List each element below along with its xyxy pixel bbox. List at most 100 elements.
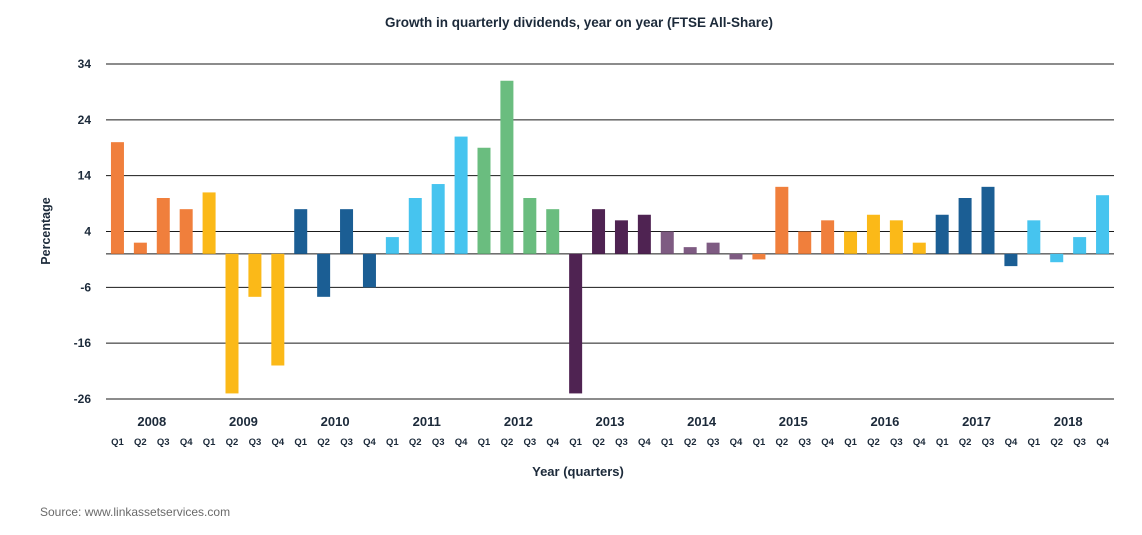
bar: [729, 253, 743, 260]
quarter-tick-label: Q2: [867, 437, 880, 448]
bar: [821, 220, 835, 254]
quarter-tick-label: Q4: [180, 437, 193, 448]
bar: [225, 253, 239, 394]
year-tick-label: 2012: [504, 414, 533, 429]
year-tick-label: 2009: [229, 414, 258, 429]
bar: [798, 231, 812, 254]
quarter-tick-label: Q1: [478, 437, 491, 448]
bar: [110, 142, 124, 254]
quarter-tick-label: Q1: [294, 437, 307, 448]
quarter-tick-label: Q1: [753, 437, 766, 448]
year-tick-label: 2013: [596, 414, 625, 429]
quarter-tick-label: Q2: [317, 437, 330, 448]
y-axis-tick-labels: 34 24 14 4 -6 -16 -26: [74, 57, 92, 406]
y-tick-label: -6: [80, 280, 91, 294]
bar: [500, 80, 514, 254]
year-labels: 2008 2009 2010 2011 2012 2013 2014 2015 2016 2017…: [137, 414, 1082, 429]
bar: [477, 147, 491, 254]
chart-title: Growth in quarterly dividends, year on y…: [385, 15, 773, 30]
quarter-tick-label: Q1: [936, 437, 949, 448]
quarter-tick-label: Q3: [157, 437, 170, 448]
quarter-tick-label: Q3: [340, 437, 353, 448]
quarter-tick-label: Q3: [982, 437, 995, 448]
bar: [385, 237, 399, 254]
year-tick-label: 2017: [962, 414, 991, 429]
quarter-tick-label: Q2: [1050, 437, 1063, 448]
quarter-tick-label: Q2: [592, 437, 605, 448]
quarter-tick-label: Q2: [226, 437, 239, 448]
quarter-tick-label: Q3: [615, 437, 628, 448]
bar: [569, 253, 583, 394]
bar: [981, 186, 995, 254]
year-tick-label: 2014: [687, 414, 717, 429]
year-tick-label: 2011: [413, 414, 441, 429]
quarter-tick-label: Q1: [569, 437, 582, 448]
bar: [1027, 220, 1041, 254]
year-tick-label: 2008: [137, 414, 166, 429]
quarter-tick-label: Q2: [501, 437, 514, 448]
bar: [340, 209, 354, 254]
bar: [889, 220, 903, 254]
quarter-tick-label: Q1: [661, 437, 674, 448]
quarter-tick-label: Q3: [798, 437, 811, 448]
quarter-tick-label: Q2: [775, 437, 788, 448]
y-tick-label: -16: [74, 336, 92, 350]
bar: [592, 209, 606, 254]
bar: [866, 214, 880, 254]
quarter-tick-label: Q4: [821, 437, 834, 448]
quarter-tick-label: Q2: [409, 437, 422, 448]
bar: [1073, 237, 1087, 254]
quarter-tick-label: Q4: [1005, 437, 1018, 448]
quarter-tick-label: Q4: [1096, 437, 1109, 448]
quarter-tick-label: Q4: [638, 437, 651, 448]
bar: [156, 198, 170, 254]
bar: [362, 253, 376, 288]
quarter-tick-label: Q3: [432, 437, 445, 448]
bar: [454, 136, 468, 254]
bar: [202, 192, 216, 254]
bar: [1096, 195, 1110, 254]
quarter-labels: Q1 Q2 Q3 Q4 Q1 Q2 Q3 Q4 Q1 Q2 Q3 Q4 Q1 Q2 Q3 Q4 Q1 Q2 Q3 Q4…: [111, 437, 1109, 448]
bar: [1050, 253, 1064, 263]
bar: [546, 209, 560, 254]
bar: [133, 242, 147, 254]
bar: [408, 198, 422, 254]
y-tick-label: 34: [78, 57, 92, 71]
x-axis-label: Year (quarters): [532, 464, 624, 479]
bar: [660, 231, 674, 254]
bar: [1004, 253, 1018, 267]
quarter-tick-label: Q1: [386, 437, 399, 448]
quarter-tick-label: Q3: [707, 437, 720, 448]
quarter-tick-label: Q4: [363, 437, 376, 448]
quarter-tick-label: Q2: [134, 437, 147, 448]
quarter-tick-label: Q3: [890, 437, 903, 448]
bar: [317, 253, 331, 297]
y-tick-label: 14: [78, 169, 92, 183]
bar: [271, 253, 285, 366]
y-tick-label: 24: [78, 113, 92, 127]
quarter-tick-label: Q4: [913, 437, 926, 448]
year-tick-label: 2015: [779, 414, 808, 429]
bar: [683, 247, 697, 254]
bar: [706, 242, 720, 254]
year-tick-label: 2010: [321, 414, 350, 429]
bar: [179, 209, 193, 254]
bar: [294, 209, 308, 254]
y-axis-label: Percentage: [39, 197, 53, 264]
year-tick-label: 2018: [1054, 414, 1083, 429]
bar: [614, 220, 628, 254]
quarter-tick-label: Q3: [1073, 437, 1086, 448]
bar: [935, 214, 949, 254]
bar: [844, 231, 858, 254]
y-tick-label: 4: [84, 225, 91, 239]
bar: [523, 198, 537, 254]
quarter-tick-label: Q3: [523, 437, 536, 448]
quarter-tick-label: Q4: [546, 437, 559, 448]
quarter-tick-label: Q2: [959, 437, 972, 448]
bar: [958, 198, 972, 254]
quarter-tick-label: Q1: [203, 437, 216, 448]
quarter-tick-label: Q2: [684, 437, 697, 448]
quarter-tick-label: Q4: [730, 437, 743, 448]
quarter-tick-label: Q1: [844, 437, 857, 448]
quarter-tick-label: Q1: [1027, 437, 1040, 448]
